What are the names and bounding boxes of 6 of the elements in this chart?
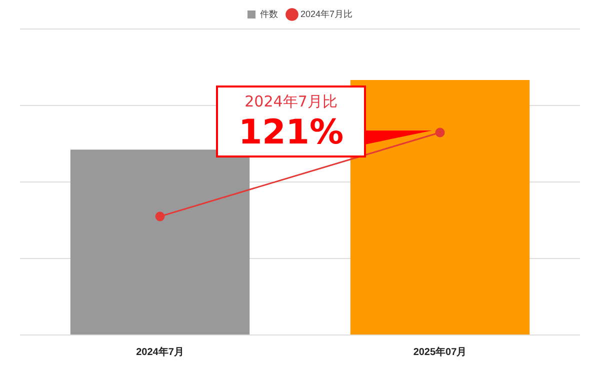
legend-label: 2024年7月比 bbox=[300, 8, 353, 19]
x-tick-label: 2025年07月 bbox=[413, 346, 467, 358]
annotation: 121% bbox=[238, 112, 344, 152]
legend-label: 件数 bbox=[260, 8, 278, 19]
annotation: 2024年7月比 bbox=[244, 92, 338, 110]
x-tick-label: 2024年7月 bbox=[136, 346, 184, 358]
